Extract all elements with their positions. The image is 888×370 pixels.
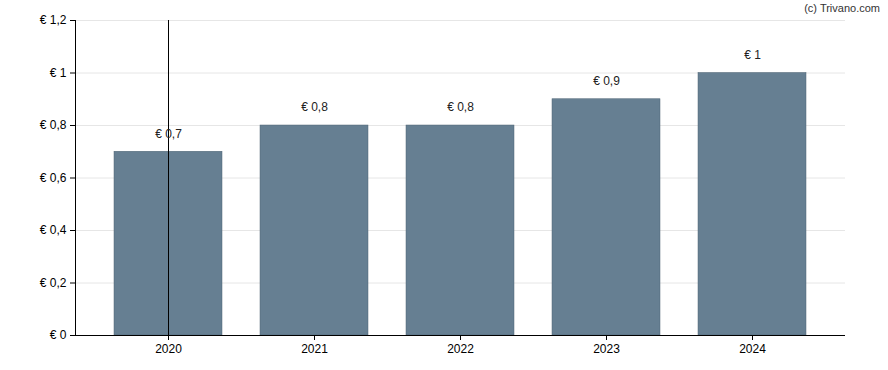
svg-text:€ 1: € 1 xyxy=(744,48,761,62)
svg-text:€ 0,2: € 0,2 xyxy=(40,276,67,290)
svg-text:€ 0,8: € 0,8 xyxy=(40,118,67,132)
svg-text:€ 0,7: € 0,7 xyxy=(155,127,182,141)
svg-text:€ 0,8: € 0,8 xyxy=(447,100,474,114)
svg-text:€ 0,9: € 0,9 xyxy=(593,74,620,88)
html-text:(c) Trivano.com: (c) Trivano.com xyxy=(804,2,880,14)
svg-text:2021: 2021 xyxy=(301,342,328,356)
svg-text:2024: 2024 xyxy=(739,342,766,356)
svg-text:€ 0,8: € 0,8 xyxy=(301,100,328,114)
svg-text:€ 0,6: € 0,6 xyxy=(40,171,67,185)
svg-text:€ 0: € 0 xyxy=(50,328,67,342)
svg-text:€ 1,2: € 1,2 xyxy=(40,13,67,27)
svg-text:€ 1: € 1 xyxy=(50,66,67,80)
svg-text:€ 0,4: € 0,4 xyxy=(40,223,67,237)
svg-text:2020: 2020 xyxy=(155,342,182,356)
svg-text:2022: 2022 xyxy=(447,342,474,356)
svg-text:2023: 2023 xyxy=(593,342,620,356)
